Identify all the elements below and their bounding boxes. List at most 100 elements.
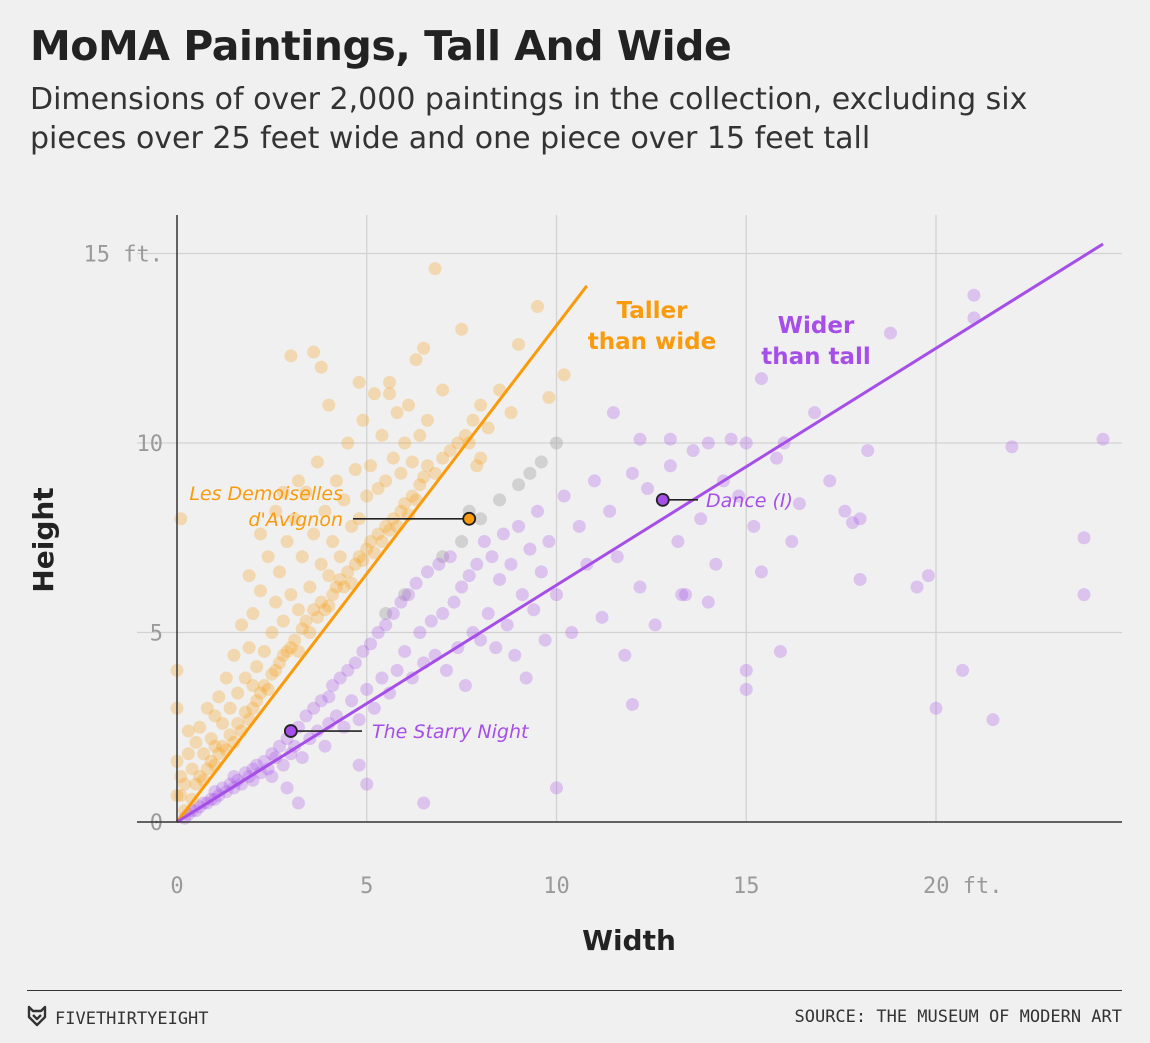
x-axis-title: Width: [582, 924, 676, 957]
tall-point: [326, 588, 340, 602]
wide-point: [439, 663, 453, 677]
wide-point: [550, 781, 563, 795]
footer-brand: FIVETHIRTYEIGHT: [27, 1005, 209, 1032]
tall-point: [333, 572, 347, 586]
wide-point: [675, 588, 689, 602]
tall-point: [314, 360, 328, 374]
wide-point: [367, 701, 381, 715]
wide-point: [732, 489, 746, 503]
tall-point: [436, 451, 450, 465]
tall-point: [364, 459, 378, 473]
tall-point: [219, 671, 233, 685]
tall-point: [364, 535, 378, 549]
wide-point: [508, 648, 522, 662]
tall-point: [326, 535, 340, 549]
tall-point: [413, 478, 427, 492]
wide-point: [477, 535, 491, 549]
wide-point: [846, 516, 860, 530]
wide-point: [606, 406, 620, 420]
tall-point: [474, 398, 488, 412]
tall-point: [291, 644, 305, 658]
tall-point: [246, 679, 260, 693]
wide-point: [496, 527, 510, 541]
tall-point: [303, 626, 317, 639]
wide-point: [910, 580, 924, 594]
wide-point: [515, 588, 529, 602]
square-point: [436, 550, 450, 564]
fox-logo-icon: [27, 1005, 47, 1032]
y-tick-label: 15 ft.: [84, 243, 163, 268]
annotation-label: Dance (I): [706, 490, 793, 512]
wide-point: [227, 770, 241, 784]
tall-point: [341, 565, 355, 579]
tall-point: [371, 481, 385, 495]
wide-point: [295, 751, 309, 765]
y-tick-label: 10: [137, 432, 164, 457]
series-label-line: than wide: [588, 329, 716, 355]
series-label-line: Taller: [617, 298, 689, 324]
tall-point: [542, 391, 556, 405]
wide-point: [432, 557, 446, 571]
tall-point: [231, 716, 245, 730]
tall-point: [310, 610, 324, 624]
wide-point: [694, 512, 708, 526]
tall-point: [246, 701, 260, 715]
tall-point: [291, 603, 305, 617]
tall-point: [352, 550, 366, 564]
tall-point: [174, 512, 188, 526]
wide-point: [512, 519, 526, 533]
tall-point: [401, 398, 415, 412]
square-point: [523, 466, 537, 480]
tall-point: [276, 648, 290, 662]
tall-point: [394, 504, 408, 518]
y-tick-label: 5: [150, 622, 163, 647]
wide-point: [493, 572, 507, 586]
tall-point: [348, 557, 362, 571]
wide-point: [686, 444, 700, 458]
wide-point: [272, 739, 286, 753]
tall-point: [409, 353, 423, 367]
annotation-label: The Starry Night: [372, 721, 530, 743]
tall-point: [322, 398, 336, 412]
footer-divider: [27, 990, 1122, 991]
wide-point: [398, 644, 412, 658]
wide-point: [724, 432, 738, 446]
tall-point: [367, 387, 381, 401]
tall-point: [356, 553, 370, 567]
square-point: [398, 588, 412, 602]
wide-point: [618, 648, 632, 662]
tall-point: [288, 633, 302, 647]
tall-point: [303, 580, 317, 594]
wide-point: [648, 618, 662, 632]
wide-point: [386, 607, 400, 621]
tall-point: [208, 709, 222, 723]
wide-point: [500, 618, 514, 632]
tall-point: [348, 463, 362, 477]
wide-point: [356, 644, 370, 658]
tall-point: [345, 519, 359, 533]
square-point: [474, 512, 488, 526]
tall-point: [269, 595, 283, 609]
wide-point: [663, 432, 677, 446]
tall-point: [231, 686, 245, 700]
wide-point: [792, 497, 806, 511]
wide-point: [352, 713, 366, 727]
wide-point: [348, 656, 362, 670]
wide-point: [364, 637, 378, 651]
wide-series-label: Wider than tall: [761, 313, 871, 370]
tall-point: [512, 337, 526, 351]
square-point: [534, 455, 548, 469]
x-tick-label: 10: [543, 874, 570, 899]
wide-point: [371, 626, 385, 639]
tall-point: [345, 576, 359, 590]
tall-point: [280, 535, 294, 549]
square-point: [493, 493, 507, 507]
annotation-marker: [283, 724, 298, 738]
wide-point: [808, 406, 822, 420]
x-tick-label: 0: [170, 874, 183, 899]
wide-point: [504, 557, 518, 571]
tall-point: [284, 641, 298, 655]
tall-point: [185, 762, 199, 776]
tall-point: [314, 595, 328, 609]
wide-point: [291, 796, 305, 810]
